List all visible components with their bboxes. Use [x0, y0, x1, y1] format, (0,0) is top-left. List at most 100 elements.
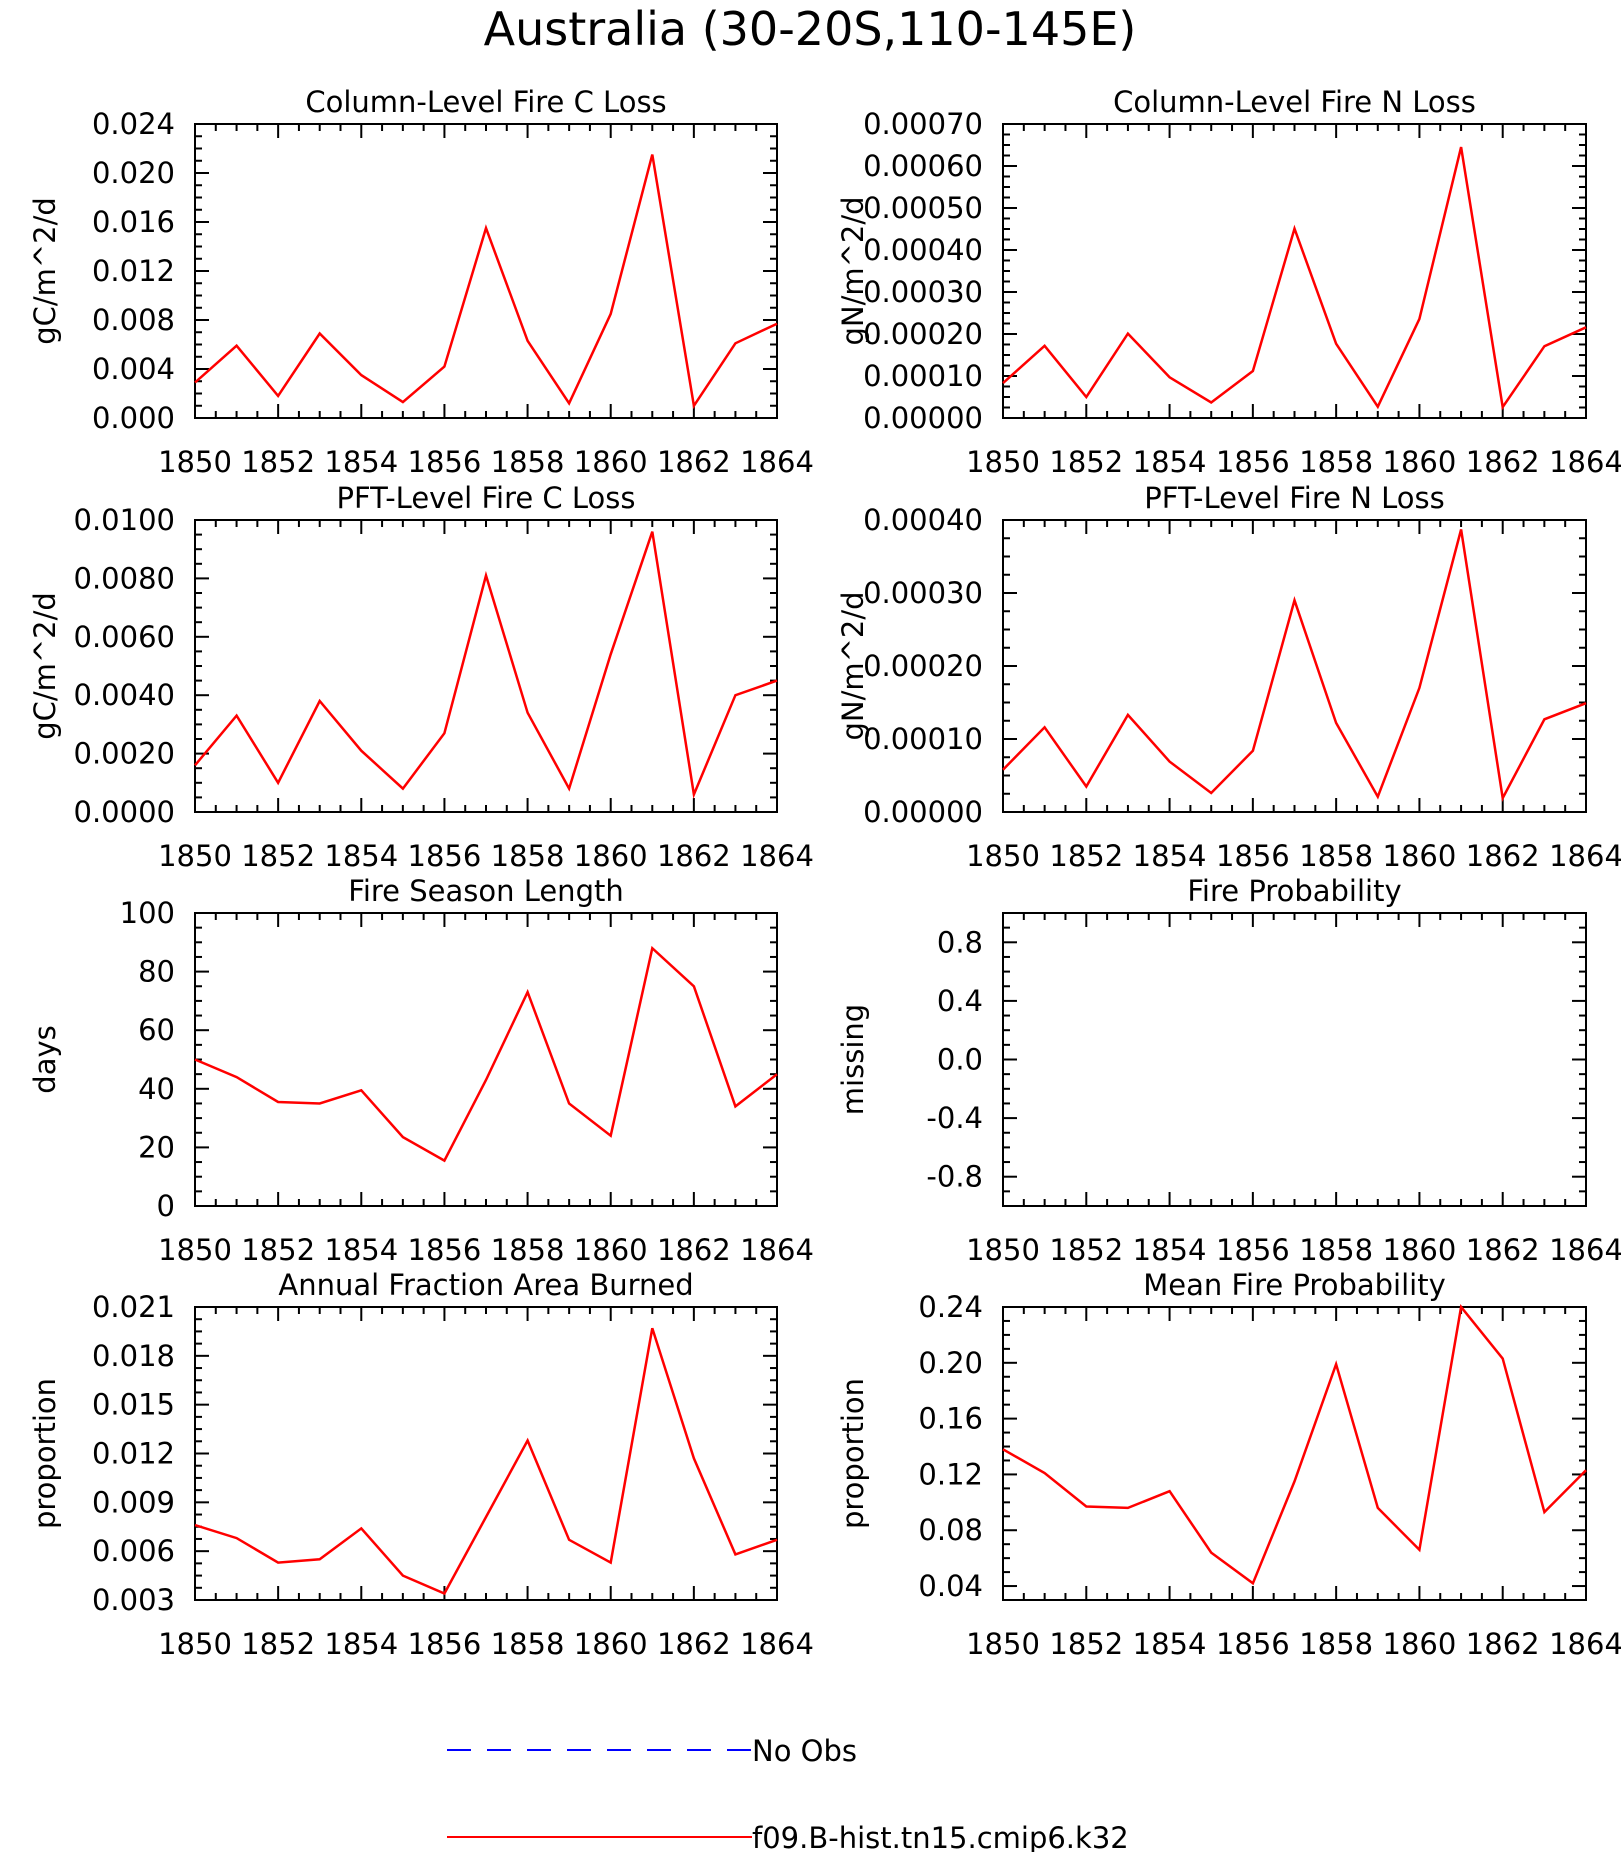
x-tick-label: 1852: [1049, 1627, 1123, 1661]
x-tick-label: 1856: [1216, 445, 1290, 479]
series-line: [1002, 146, 1587, 411]
y-tick-label: 40: [138, 1072, 175, 1106]
y-axis-label: proportion: [28, 1378, 62, 1529]
y-tick-label: 0.00050: [863, 191, 983, 225]
series-line: [1002, 529, 1587, 803]
series-line: [194, 945, 778, 1163]
chart-title: Fire Probability: [1187, 874, 1401, 908]
x-tick-label: 1860: [574, 1233, 648, 1267]
y-tick-label: 0.12: [918, 1457, 983, 1491]
plot-frame: [194, 912, 778, 1207]
plot-frame: [1002, 1306, 1587, 1601]
x-tick-label: 1852: [241, 839, 315, 873]
y-tick-label: 0.021: [92, 1290, 175, 1324]
x-tick-label: 1850: [966, 839, 1040, 873]
x-tick-label: 1860: [574, 1627, 648, 1661]
y-tick-label: 0: [157, 1189, 175, 1223]
chart-panel: Annual Fraction Area Burned proportion 185…: [28, 1268, 814, 1661]
y-tick-label: 0.04: [918, 1569, 983, 1603]
x-tick-label: 1850: [158, 1233, 232, 1267]
x-tick-label: 1852: [1049, 1233, 1123, 1267]
chart-title: Mean Fire Probability: [1143, 1268, 1446, 1302]
x-tick-label: 1854: [1133, 1233, 1207, 1267]
x-tick-label: 1860: [1383, 1233, 1457, 1267]
x-tick-label: 1858: [1299, 1233, 1373, 1267]
y-tick-label: 0.004: [92, 352, 175, 386]
y-tick-label: 0.00020: [863, 317, 983, 351]
x-tick-label: 1852: [241, 1627, 315, 1661]
y-tick-label: 0.00060: [863, 149, 983, 183]
y-tick-label: 0.24: [918, 1290, 983, 1324]
y-tick-label: 0.00070: [863, 107, 983, 141]
x-tick-label: 1860: [1383, 839, 1457, 873]
x-tick-label: 1854: [1133, 445, 1207, 479]
series-line: [1002, 1304, 1587, 1586]
x-tick-label: 1856: [408, 1233, 482, 1267]
x-tick-label: 1850: [966, 445, 1040, 479]
x-tick-label: 1864: [1549, 839, 1621, 873]
y-tick-label: 0.00040: [863, 233, 983, 267]
x-tick-label: 1864: [740, 1627, 814, 1661]
x-tick-label: 1854: [324, 1233, 398, 1267]
chart-title: Annual Fraction Area Burned: [278, 1268, 693, 1302]
y-tick-label: 0.024: [92, 107, 175, 141]
x-tick-label: 1856: [408, 839, 482, 873]
chart-title: Column-Level Fire C Loss: [305, 85, 666, 119]
x-tick-label: 1862: [1466, 1627, 1540, 1661]
x-tick-label: 1858: [1299, 1627, 1373, 1661]
x-tick-label: 1856: [1216, 1627, 1290, 1661]
x-tick-label: 1862: [1466, 839, 1540, 873]
y-axis-label: gN/m^2/d: [836, 591, 870, 740]
x-tick-label: 1864: [740, 839, 814, 873]
x-tick-label: 1854: [324, 445, 398, 479]
x-tick-label: 1858: [1299, 445, 1373, 479]
x-tick-label: 1850: [158, 445, 232, 479]
y-tick-label: -0.4: [926, 1101, 983, 1135]
x-tick-label: 1854: [324, 1627, 398, 1661]
x-tick-label: 1858: [491, 445, 565, 479]
chart-panel: Mean Fire Probability proportion 1850 1852 1…: [836, 1268, 1621, 1661]
x-tick-label: 1856: [1216, 1233, 1290, 1267]
x-tick-label: 1864: [740, 1233, 814, 1267]
y-tick-label: 0.0040: [74, 678, 175, 712]
y-axis-label: missing: [836, 1004, 870, 1115]
chart-title: PFT-Level Fire N Loss: [1144, 481, 1444, 515]
legend: No Obs f09.B-hist.tn15.cmip6.k32: [447, 1734, 1129, 1852]
y-tick-label: 0.0060: [74, 620, 175, 654]
y-tick-label: 100: [120, 896, 175, 930]
x-tick-label: 1852: [241, 1233, 315, 1267]
y-tick-label: 0.018: [92, 1339, 175, 1373]
y-tick-label: 0.00000: [863, 795, 983, 829]
y-tick-label: 0.000: [92, 401, 175, 435]
y-tick-label: 0.0: [937, 1043, 983, 1077]
x-tick-label: 1858: [491, 839, 565, 873]
y-tick-label: 0.012: [92, 254, 175, 288]
chart-panel: PFT-Level Fire C Loss gC/m^2/d 1850 1852 185…: [28, 481, 814, 873]
y-tick-label: 0.0020: [74, 737, 175, 771]
x-tick-label: 1856: [1216, 839, 1290, 873]
chart-title: Column-Level Fire N Loss: [1113, 85, 1476, 119]
chart-title: Fire Season Length: [348, 874, 623, 908]
x-tick-label: 1862: [657, 445, 731, 479]
y-tick-label: 20: [138, 1130, 175, 1164]
legend-obs-label: No Obs: [752, 1734, 857, 1768]
y-tick-label: 0.00030: [863, 576, 983, 610]
y-axis-label: proportion: [836, 1378, 870, 1529]
y-axis-label: gN/m^2/d: [836, 196, 870, 345]
legend-model-label: f09.B-hist.tn15.cmip6.k32: [752, 1821, 1129, 1852]
x-tick-label: 1854: [324, 839, 398, 873]
series-line: [194, 154, 778, 410]
y-tick-label: 0.00040: [863, 503, 983, 537]
panels: Column-Level Fire C Loss gC/m^2/d 1850 1852…: [28, 85, 1621, 1661]
y-axis-label: days: [28, 1025, 62, 1093]
y-tick-label: 0.0100: [74, 503, 175, 537]
x-tick-label: 1854: [1133, 839, 1207, 873]
x-tick-label: 1850: [158, 839, 232, 873]
x-tick-label: 1852: [1049, 445, 1123, 479]
x-tick-label: 1860: [574, 445, 648, 479]
x-tick-label: 1862: [657, 1627, 731, 1661]
x-tick-label: 1850: [966, 1627, 1040, 1661]
x-tick-label: 1850: [966, 1233, 1040, 1267]
x-tick-label: 1864: [1549, 1627, 1621, 1661]
x-tick-label: 1858: [491, 1627, 565, 1661]
